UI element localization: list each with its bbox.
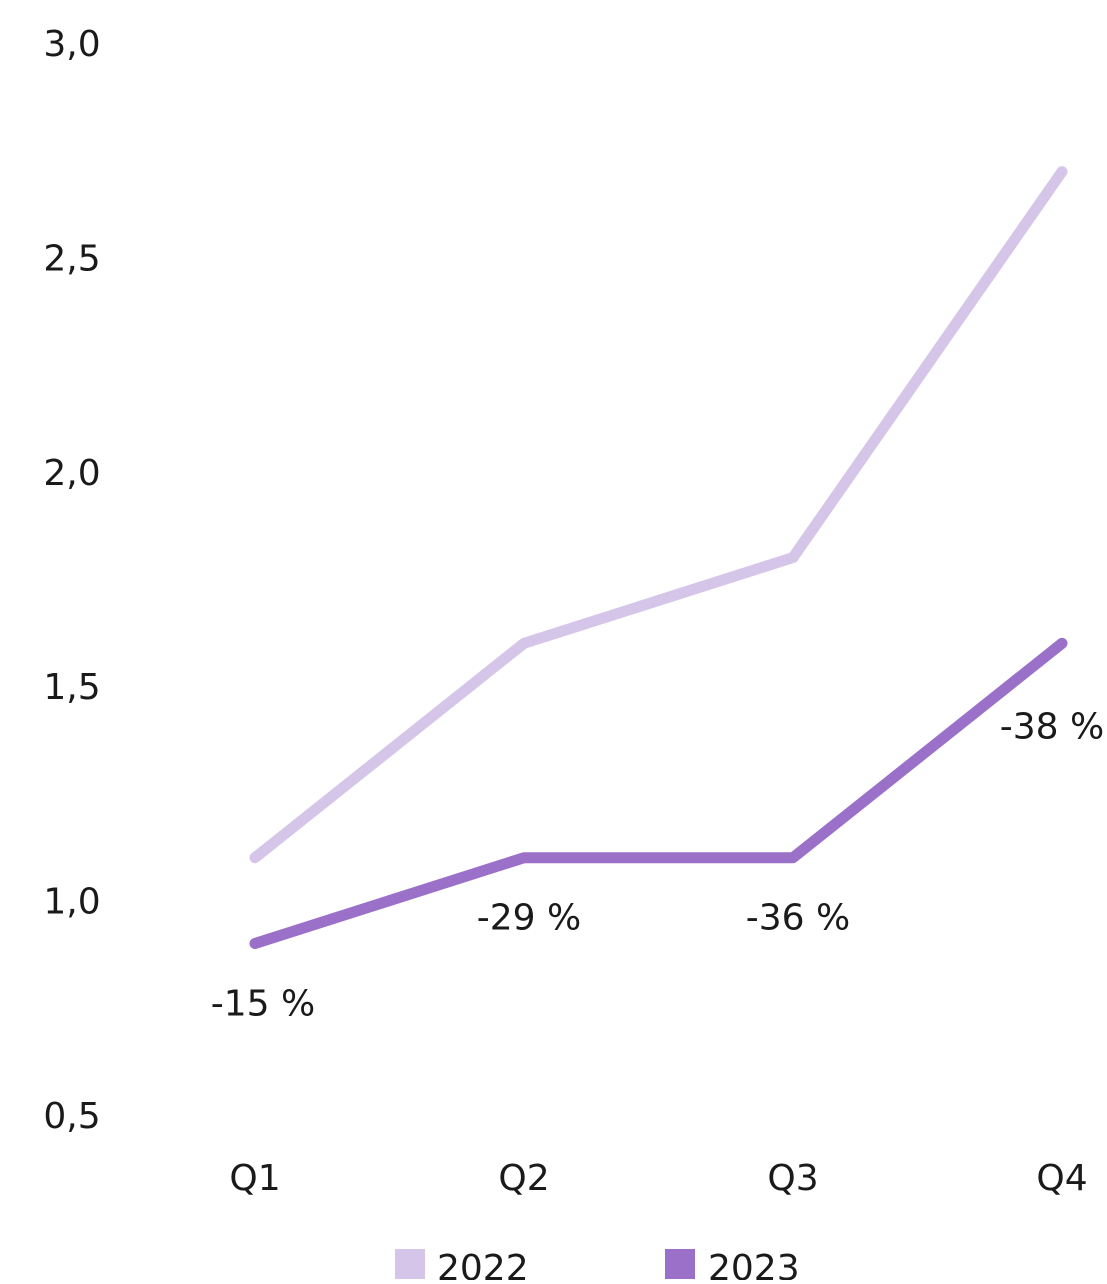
legend: 2022 2023: [395, 1248, 800, 1280]
legend-swatch-2023: [665, 1249, 695, 1279]
data-labels: -15 % -29 % -36 % -38 %: [211, 706, 1104, 1024]
legend-label-2022: 2022: [437, 1248, 529, 1280]
series-line-2023: [255, 643, 1062, 943]
y-tick-label: 1,0: [43, 882, 100, 923]
data-label: -29 %: [477, 898, 581, 939]
y-tick-label: 3,0: [43, 24, 100, 65]
y-axis: 0,5 1,0 1,5 2,0 2,5 3,0: [43, 24, 100, 1137]
series-lines: [255, 172, 1062, 944]
y-tick-label: 2,0: [43, 453, 100, 494]
x-tick-label: Q4: [1036, 1158, 1087, 1199]
data-label: -38 %: [1000, 706, 1104, 747]
y-tick-label: 1,5: [43, 667, 100, 708]
series-line-2022: [255, 172, 1062, 858]
legend-swatch-2022: [395, 1249, 425, 1279]
x-tick-label: Q2: [498, 1158, 549, 1199]
x-tick-label: Q1: [229, 1158, 280, 1199]
x-axis: Q1 Q2 Q3 Q4: [229, 1158, 1087, 1199]
y-tick-label: 0,5: [43, 1096, 100, 1137]
data-label: -36 %: [746, 898, 850, 939]
y-tick-label: 2,5: [43, 238, 100, 279]
data-label: -15 %: [211, 983, 315, 1024]
legend-label-2023: 2023: [708, 1248, 800, 1280]
x-tick-label: Q3: [767, 1158, 818, 1199]
